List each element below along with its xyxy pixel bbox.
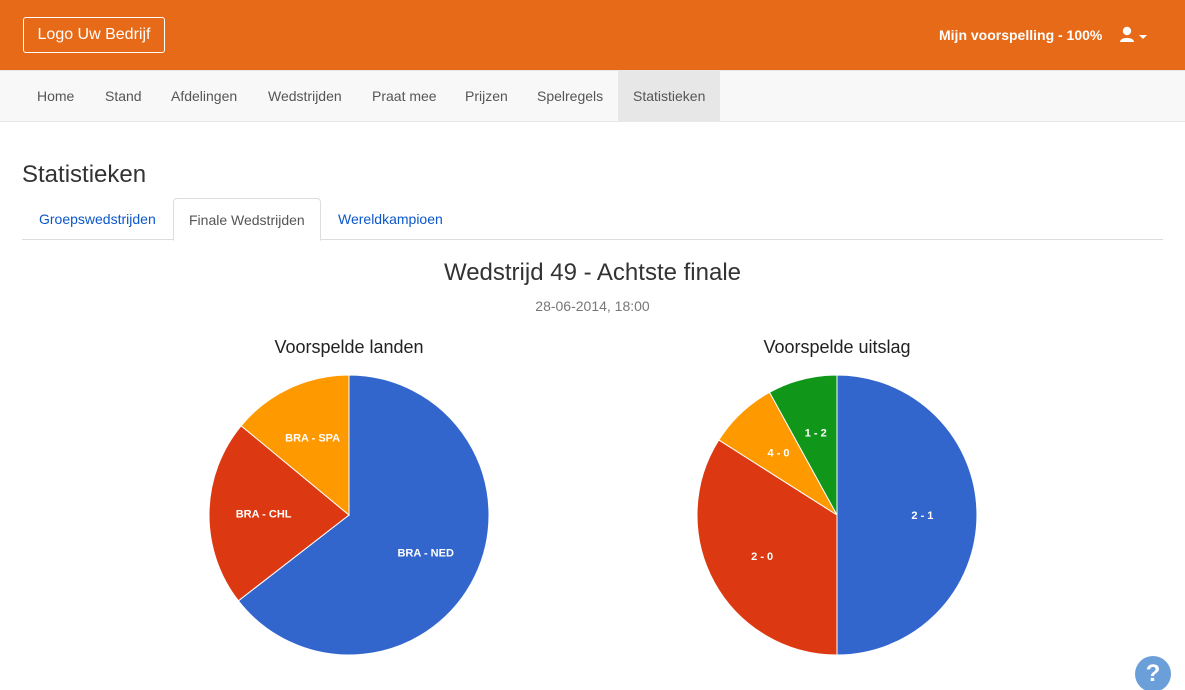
user-icon bbox=[1120, 26, 1134, 42]
pie-label-bra-chl: BRA - CHL bbox=[236, 509, 292, 521]
pie-slice-bra-chl[interactable] bbox=[208, 425, 350, 602]
nav-item-stand[interactable]: Stand bbox=[105, 88, 142, 104]
pie-slice-bra-ned[interactable] bbox=[237, 374, 490, 656]
tab-finale-wedstrijden[interactable]: Finale Wedstrijden bbox=[173, 198, 321, 241]
pie-label-4-0: 4 - 0 bbox=[768, 448, 790, 460]
my-prediction-link[interactable]: Mijn voorspelling - 100% bbox=[939, 27, 1103, 43]
nav-item-afdelingen[interactable]: Afdelingen bbox=[171, 88, 238, 104]
pie-slice-bra-spa[interactable] bbox=[240, 374, 350, 517]
nav-item-wedstrijden[interactable]: Wedstrijden bbox=[268, 88, 342, 104]
help-button[interactable]: ? bbox=[1135, 656, 1171, 690]
match-title: Wedstrijd 49 - Achtste finale bbox=[443, 259, 742, 286]
chart-title-voorspelde-landen: Voorspelde landen bbox=[274, 337, 424, 357]
top-header: Logo Uw Bedrijf Mijn voorspelling - 100% bbox=[0, 0, 1185, 70]
nav-item-spelregels[interactable]: Spelregels bbox=[537, 88, 604, 104]
pie-label-2-1: 2 - 1 bbox=[911, 510, 933, 522]
tab-groepswedstrijden[interactable]: Groepswedstrijden bbox=[39, 211, 156, 227]
page-title: Statistieken bbox=[22, 161, 147, 188]
nav-item-statistieken[interactable]: Statistieken bbox=[618, 71, 721, 121]
user-menu-toggle[interactable] bbox=[1118, 26, 1148, 46]
pie-slice-2-0[interactable] bbox=[696, 439, 838, 656]
nav-item-prijzen[interactable]: Prijzen bbox=[465, 88, 508, 104]
pie-chart-voorspelde-uitslag: 2 - 1 2 - 0 4 - 0 1 - 2 bbox=[696, 374, 978, 656]
nav-item-praat-mee[interactable]: Praat mee bbox=[372, 88, 437, 104]
company-logo-button[interactable]: Logo Uw Bedrijf bbox=[23, 17, 165, 53]
pie-chart-voorspelde-landen: BRA - NED BRA - CHL BRA - SPA bbox=[208, 374, 490, 656]
match-date: 28-06-2014, 18:00 bbox=[535, 298, 650, 314]
pie-label-bra-ned: BRA - NED bbox=[397, 548, 453, 560]
caret-down-icon bbox=[1139, 35, 1147, 39]
tab-wereldkampioen[interactable]: Wereldkampioen bbox=[338, 211, 443, 227]
pie-label-bra-spa: BRA - SPA bbox=[285, 433, 340, 445]
nav-item-home[interactable]: Home bbox=[37, 88, 75, 104]
pie-slice-2-1[interactable] bbox=[836, 374, 978, 656]
pie-label-2-0: 2 - 0 bbox=[751, 551, 773, 563]
main-navigation: Home Stand Afdelingen Wedstrijden Praat … bbox=[0, 70, 1185, 122]
chart-title-voorspelde-uitslag: Voorspelde uitslag bbox=[763, 337, 911, 357]
pie-label-1-2: 1 - 2 bbox=[805, 427, 827, 439]
statistics-tabs: Groepswedstrijden Finale Wedstrijden Wer… bbox=[22, 198, 1163, 241]
pie-slice-1-2[interactable] bbox=[768, 374, 838, 516]
